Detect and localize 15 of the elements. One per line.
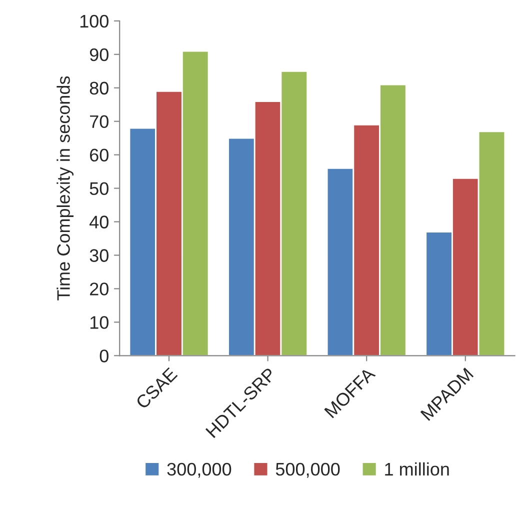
y-tick-label: 50 <box>90 182 108 195</box>
y-tick-label: 70 <box>90 115 108 128</box>
y-tick-label: 0 <box>100 350 108 362</box>
legend-label: 1 million <box>385 462 449 476</box>
y-tick-label: 100 <box>80 14 108 28</box>
y-tick-label: 80 <box>90 82 108 95</box>
y-tick-label: 10 <box>90 316 108 329</box>
y-axis-title: Time Complexity in seconds <box>56 76 74 300</box>
legend-label: 300,000 <box>167 462 232 478</box>
y-tick-label: 20 <box>90 282 108 296</box>
y-tick-label: 40 <box>90 216 108 228</box>
legend-label: 500,000 <box>276 462 340 478</box>
y-tick-label: 90 <box>90 48 108 62</box>
y-tick-label: 60 <box>90 148 108 162</box>
y-tick-label: 30 <box>90 249 108 262</box>
